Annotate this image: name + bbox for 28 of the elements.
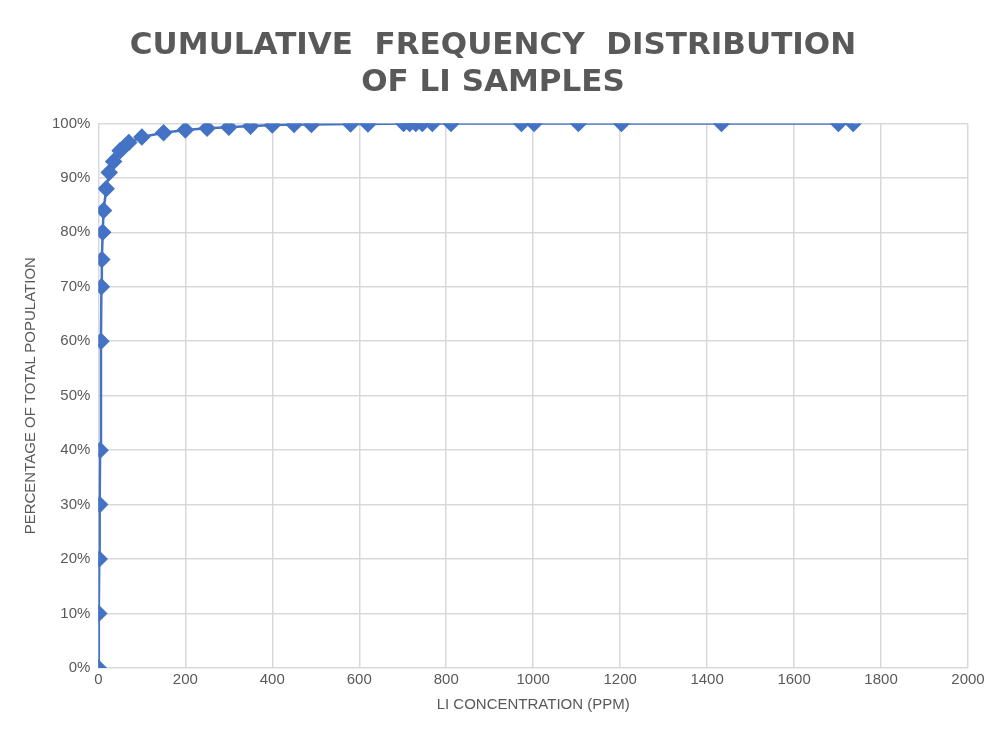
x-tick-label: 200: [172, 670, 198, 688]
x-tick-label: 800: [433, 670, 459, 688]
y-tick-label: 100%: [51, 113, 91, 131]
x-tick-label: 0: [94, 670, 103, 688]
x-tick-label: 2000: [951, 670, 985, 688]
point: [220, 123, 238, 136]
text: OF LI SAMPLES: [361, 61, 625, 98]
y-tick-label: 70%: [60, 276, 91, 294]
x-tick-label: 1600: [777, 670, 811, 688]
y-tick-label: 20%: [60, 549, 91, 567]
y-tick-label: 30%: [60, 494, 91, 512]
x-axis-title: LI CONCENTRATION (PPM): [436, 695, 630, 713]
point: [198, 123, 216, 137]
x-tick-label: 1000: [516, 670, 550, 688]
text: CUMULATIVE FREQUENCY DISTRIBUTION: [129, 24, 857, 61]
x-tick-label: 1200: [603, 670, 637, 688]
y-tick-label: 40%: [60, 440, 91, 458]
x-tick-label: 1800: [864, 670, 898, 688]
y-tick-label: 10%: [60, 603, 91, 621]
y-tick-label: 90%: [60, 168, 91, 185]
y-tick-label: 80%: [60, 222, 91, 240]
x-tick-label: 400: [259, 670, 285, 688]
y-tick-label: 60%: [60, 331, 91, 349]
y-tick-label: 50%: [60, 385, 91, 403]
x-tick-label: 1400: [690, 670, 724, 688]
y-tick-label: 0%: [68, 658, 91, 676]
y-axis-title: PERCENTAGE OF TOTAL POPULATION: [21, 257, 39, 535]
x-tick-label: 600: [346, 670, 372, 688]
